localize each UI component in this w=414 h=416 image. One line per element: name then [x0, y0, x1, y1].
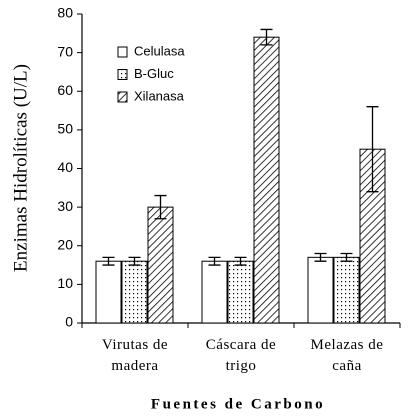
error-bar — [314, 252, 327, 262]
bar — [333, 256, 360, 324]
y-tick-label: 70 — [57, 43, 73, 59]
legend-swatch — [117, 91, 128, 103]
y-tick-label: 20 — [57, 236, 73, 252]
bar — [307, 256, 334, 324]
y-tick-label: 80 — [57, 5, 73, 21]
legend-label: Celulasa — [134, 43, 185, 58]
error-bar — [260, 28, 273, 46]
x-axis-label: Fuentes de Carbono — [151, 396, 325, 412]
error-bar — [128, 256, 141, 266]
bar — [201, 260, 228, 324]
y-tick-label: 40 — [57, 159, 73, 175]
legend-label: Xilanasa — [134, 88, 185, 103]
y-tick-label: 0 — [65, 314, 73, 330]
legend-swatch — [117, 69, 128, 80]
y-axis-label: Enzimas Hidrolíticas (U/L) — [10, 64, 31, 272]
error-bar — [154, 194, 167, 220]
x-tick-label: Virutas de madera — [101, 337, 169, 374]
y-tick-label: 50 — [57, 121, 73, 137]
bar — [95, 260, 122, 324]
legend-label: B-Gluc — [134, 66, 174, 81]
error-bar — [234, 256, 247, 266]
bar — [121, 260, 148, 324]
bar — [227, 260, 254, 324]
x-tick-label: Cáscara de trigo — [205, 337, 277, 374]
bar — [147, 206, 174, 324]
y-tick-label: 30 — [57, 198, 73, 214]
bar — [253, 36, 280, 324]
error-bar — [340, 252, 353, 262]
legend-swatch — [117, 46, 128, 58]
y-tick-label: 10 — [57, 275, 73, 291]
y-tick-label: 60 — [57, 82, 73, 98]
error-bar — [366, 106, 379, 193]
error-bar — [208, 256, 221, 266]
x-tick-label: Melazas de caña — [310, 337, 384, 374]
error-bar — [102, 256, 115, 266]
